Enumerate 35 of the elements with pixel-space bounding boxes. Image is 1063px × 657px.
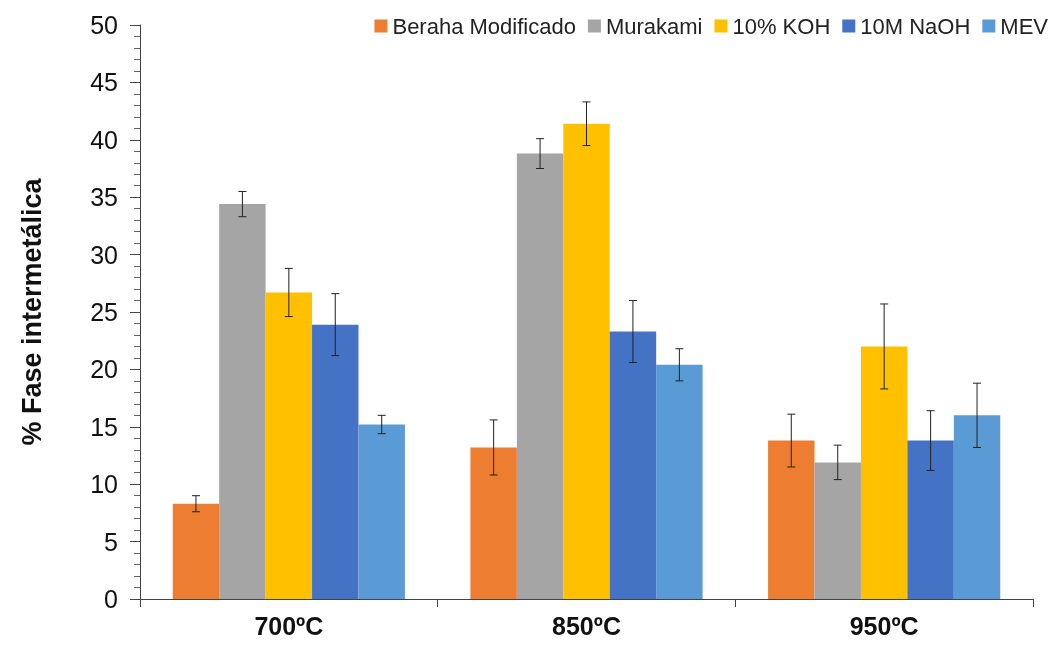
x-tick-label: 850ºC (552, 611, 621, 640)
y-tick-label: 5 (104, 527, 118, 556)
y-tick-label: 45 (90, 68, 118, 97)
y-tick-label: 35 (90, 183, 118, 212)
x-tick-label: 700ºC (254, 611, 324, 640)
bar (516, 153, 564, 599)
x-tick-label: 950ºC (849, 611, 919, 640)
y-tick-label: 25 (90, 298, 118, 326)
bar (172, 503, 220, 599)
bar (358, 424, 405, 599)
legend-label: Beraha Modificado (392, 13, 576, 39)
y-tick-label: 50 (90, 11, 118, 39)
bar (860, 346, 908, 599)
y-tick-label: 0 (104, 585, 118, 613)
y-tick-label: 40 (90, 125, 118, 154)
bar (312, 324, 359, 599)
bar (609, 331, 657, 599)
legend-label: 10M NaOH (860, 13, 971, 39)
y-tick-label: 20 (90, 355, 118, 384)
y-tick-label: 10 (90, 470, 118, 499)
bar (768, 440, 815, 599)
y-tick-label: 15 (90, 412, 118, 441)
bar (219, 204, 266, 599)
bar (563, 123, 610, 599)
legend-label: MEV (1000, 13, 1049, 39)
bar (470, 447, 517, 599)
legend-label: Murakami (605, 13, 703, 39)
y-tick-label: 30 (90, 240, 118, 269)
bar (907, 440, 954, 599)
legend-label: 10% KOH (732, 13, 831, 39)
bar (265, 292, 313, 599)
bar (656, 364, 703, 599)
y-axis-title: % Fase intermetálica (16, 177, 47, 446)
bar (814, 462, 861, 599)
bar (953, 415, 1001, 599)
